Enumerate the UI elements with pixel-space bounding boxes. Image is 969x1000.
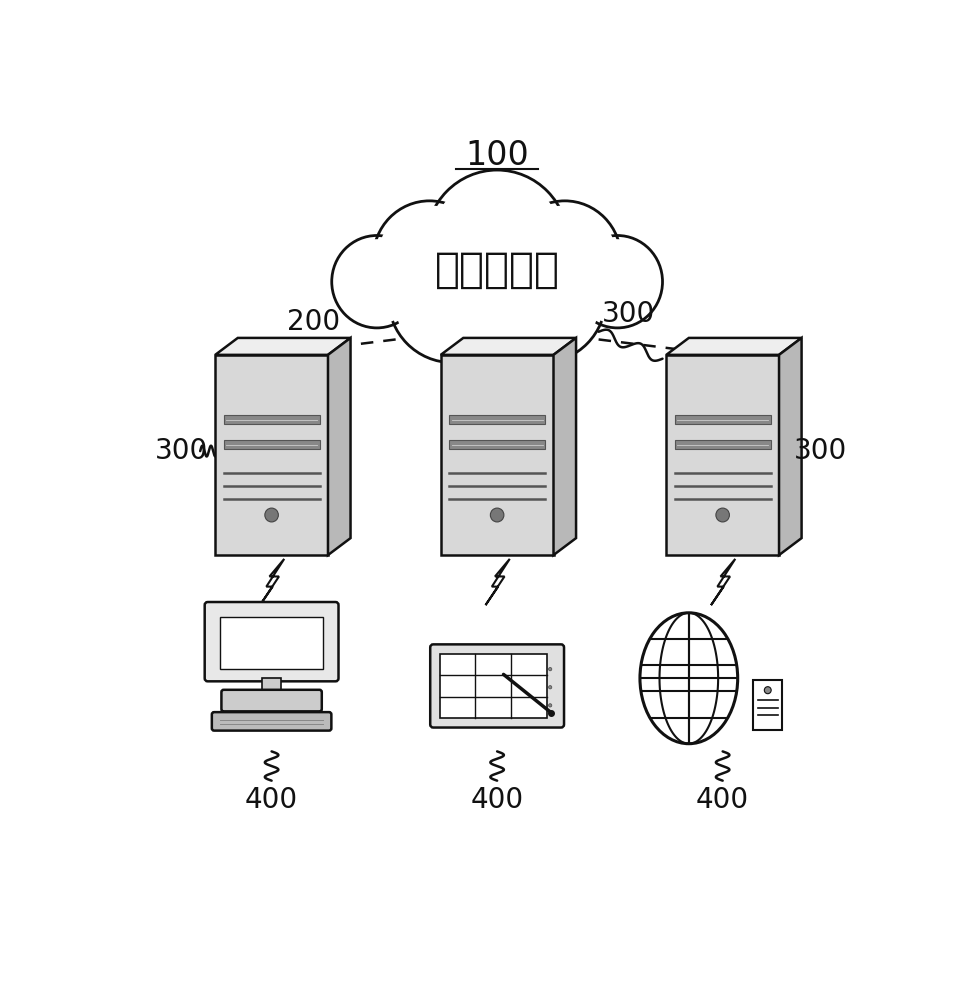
FancyBboxPatch shape bbox=[220, 617, 323, 669]
Ellipse shape bbox=[640, 613, 736, 744]
Circle shape bbox=[478, 232, 606, 363]
FancyBboxPatch shape bbox=[221, 690, 322, 711]
Polygon shape bbox=[215, 355, 328, 555]
FancyBboxPatch shape bbox=[211, 712, 331, 731]
Circle shape bbox=[483, 237, 601, 357]
Text: 300: 300 bbox=[155, 437, 208, 465]
Circle shape bbox=[392, 237, 511, 357]
Polygon shape bbox=[440, 338, 576, 355]
FancyBboxPatch shape bbox=[262, 678, 281, 692]
Text: 边缘云平台: 边缘云平台 bbox=[434, 249, 559, 291]
Circle shape bbox=[425, 170, 568, 316]
FancyBboxPatch shape bbox=[204, 602, 338, 681]
Circle shape bbox=[548, 686, 551, 689]
Text: 400: 400 bbox=[696, 786, 748, 814]
Circle shape bbox=[513, 205, 616, 312]
Circle shape bbox=[429, 228, 564, 366]
Circle shape bbox=[431, 176, 562, 310]
Text: 300: 300 bbox=[602, 300, 655, 328]
FancyBboxPatch shape bbox=[449, 415, 545, 424]
FancyBboxPatch shape bbox=[674, 415, 769, 424]
Circle shape bbox=[715, 508, 729, 522]
Polygon shape bbox=[215, 338, 350, 355]
Polygon shape bbox=[260, 559, 284, 605]
Circle shape bbox=[434, 233, 559, 361]
Text: 400: 400 bbox=[245, 786, 297, 814]
FancyBboxPatch shape bbox=[224, 440, 319, 449]
FancyBboxPatch shape bbox=[449, 440, 545, 449]
Text: 300: 300 bbox=[794, 437, 847, 465]
Circle shape bbox=[572, 235, 662, 328]
Polygon shape bbox=[440, 355, 553, 555]
FancyBboxPatch shape bbox=[430, 644, 563, 728]
Polygon shape bbox=[710, 559, 735, 605]
Circle shape bbox=[373, 201, 485, 316]
Polygon shape bbox=[778, 338, 800, 555]
Polygon shape bbox=[666, 338, 800, 355]
Circle shape bbox=[548, 667, 551, 671]
Polygon shape bbox=[666, 355, 778, 555]
Circle shape bbox=[265, 508, 278, 522]
Circle shape bbox=[490, 508, 503, 522]
Circle shape bbox=[377, 205, 481, 312]
Circle shape bbox=[331, 235, 422, 328]
FancyBboxPatch shape bbox=[224, 415, 319, 424]
Circle shape bbox=[548, 704, 551, 707]
FancyBboxPatch shape bbox=[439, 654, 547, 718]
Polygon shape bbox=[485, 559, 510, 605]
Text: 200: 200 bbox=[286, 308, 339, 336]
Text: 100: 100 bbox=[465, 139, 528, 172]
Polygon shape bbox=[328, 338, 350, 555]
FancyBboxPatch shape bbox=[674, 440, 769, 449]
Circle shape bbox=[508, 201, 620, 316]
Circle shape bbox=[388, 232, 516, 363]
Circle shape bbox=[764, 687, 770, 694]
Polygon shape bbox=[553, 338, 576, 555]
FancyBboxPatch shape bbox=[753, 680, 781, 730]
Circle shape bbox=[576, 239, 658, 324]
Circle shape bbox=[335, 239, 418, 324]
Text: 400: 400 bbox=[470, 786, 523, 814]
